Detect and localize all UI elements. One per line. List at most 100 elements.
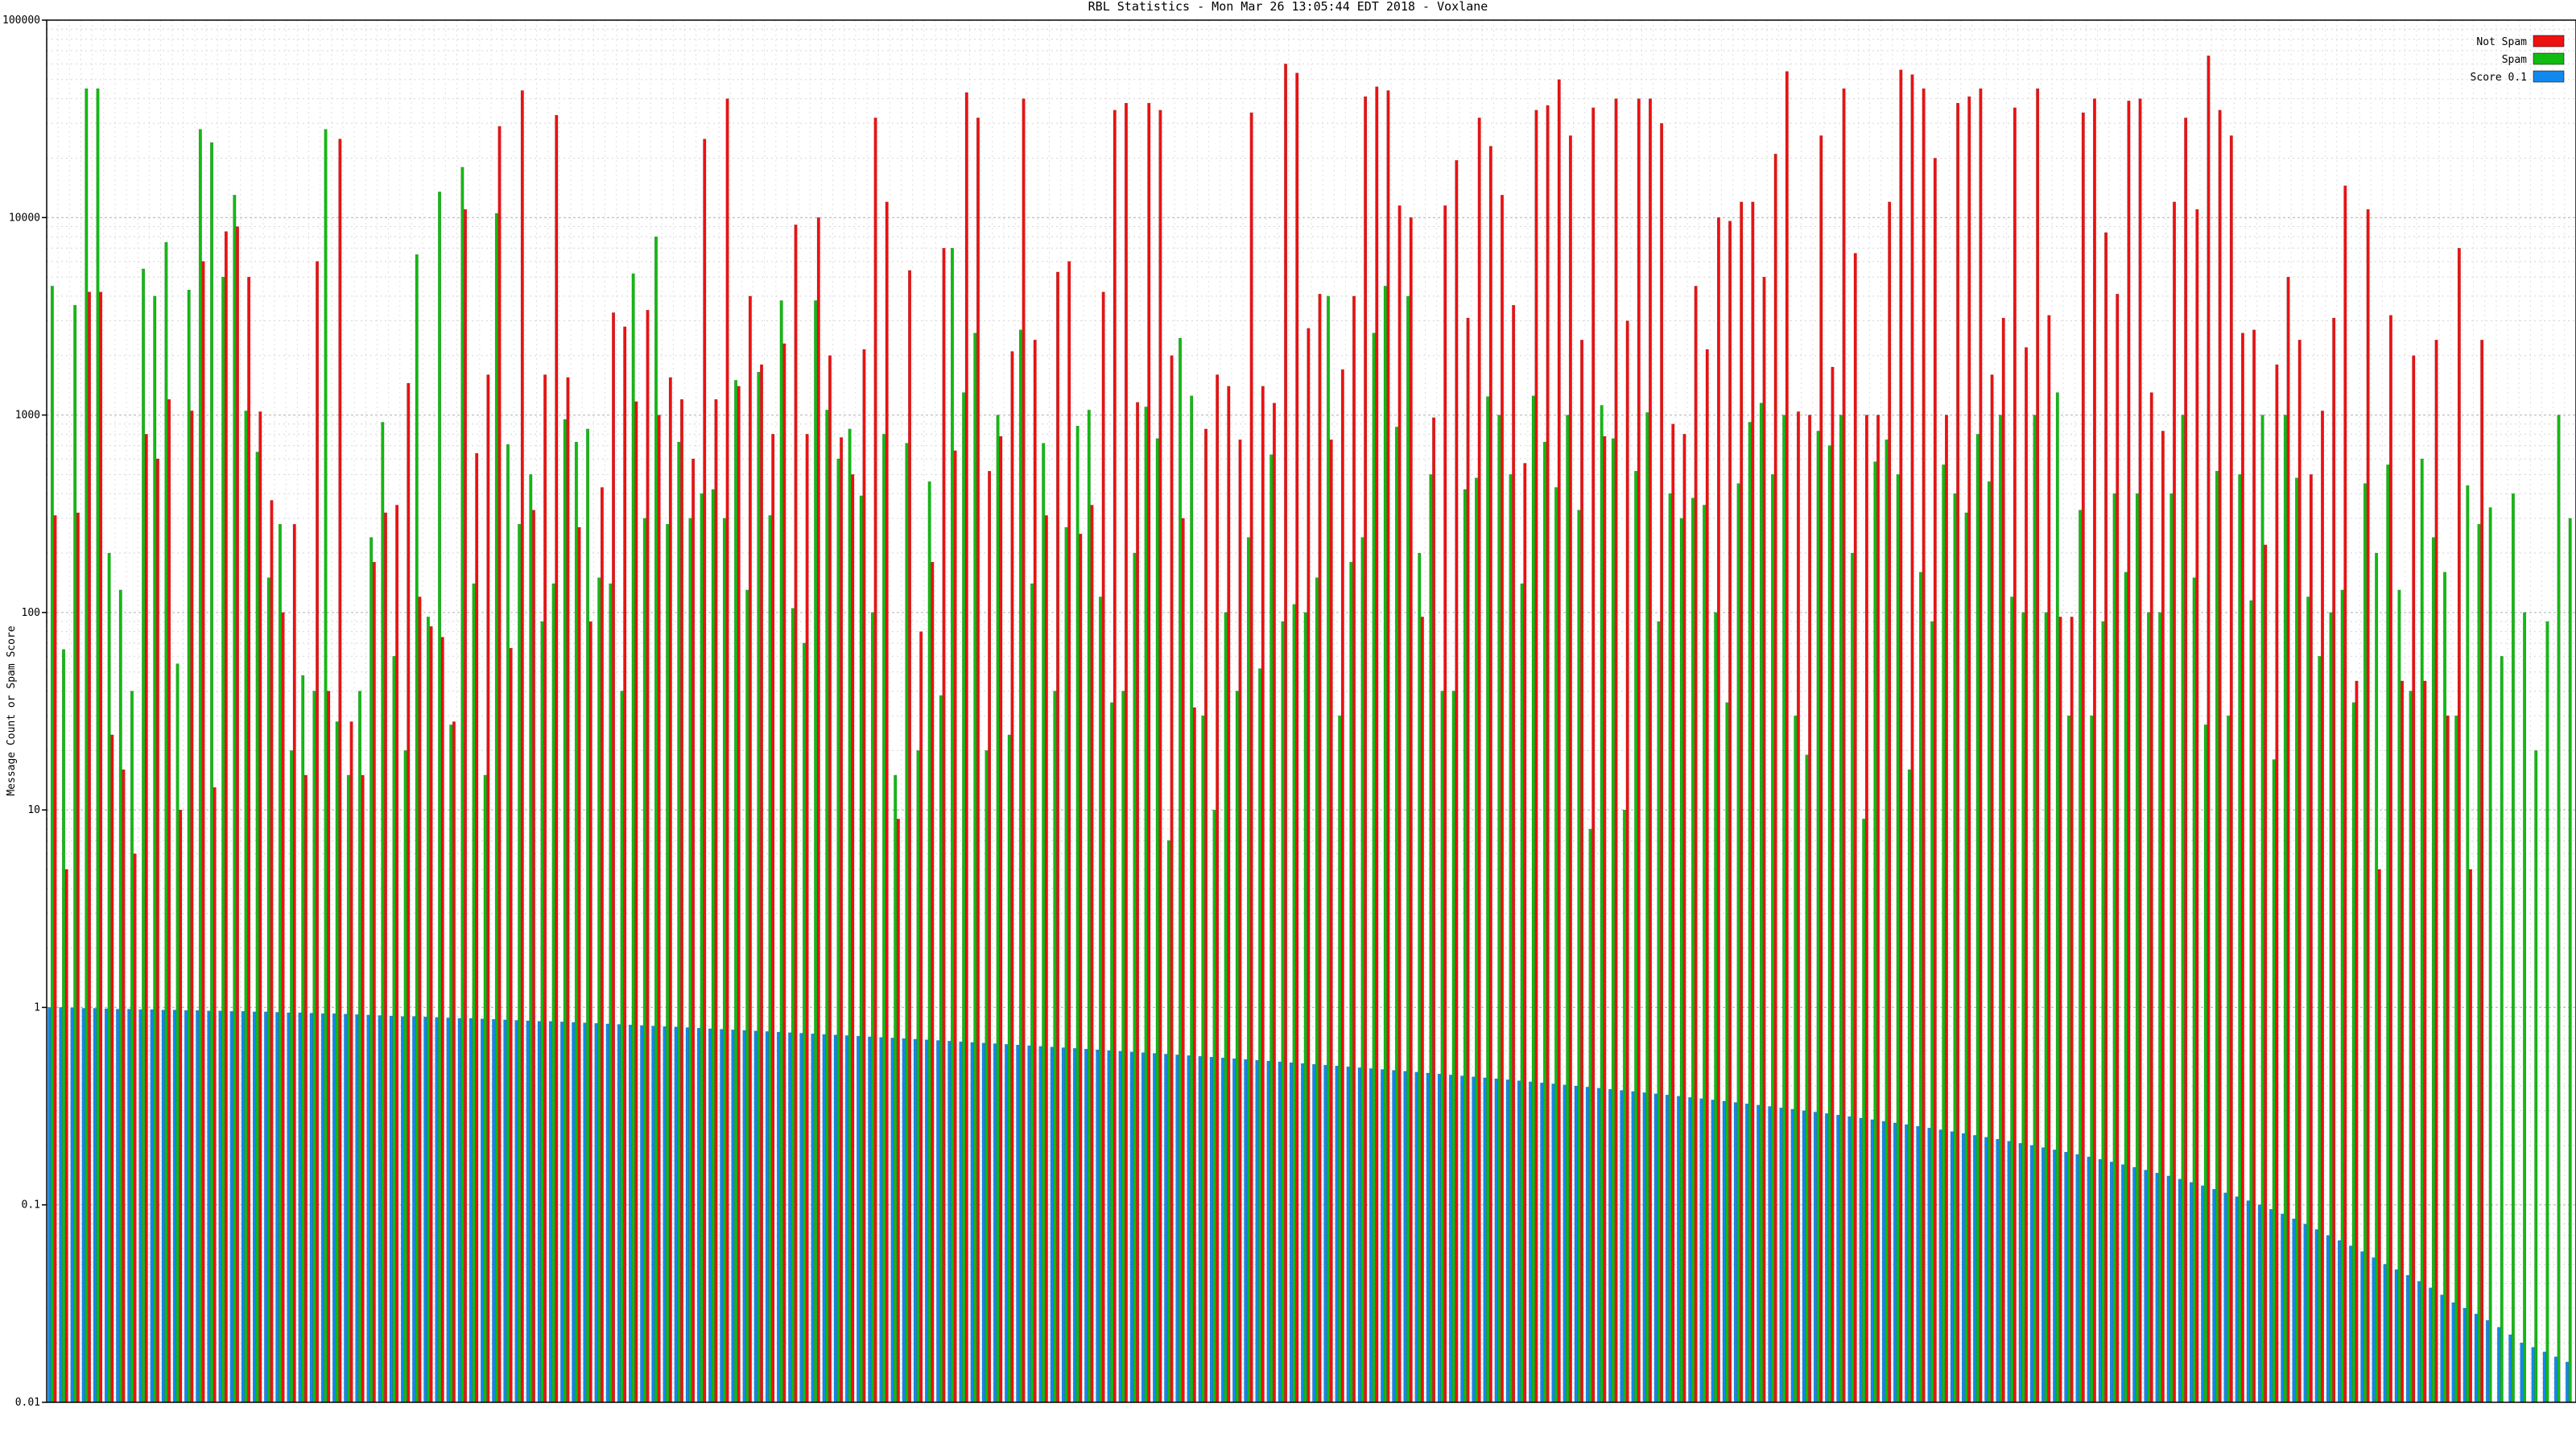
- bar-spam: [403, 750, 407, 1403]
- bar-spam: [1064, 526, 1068, 1403]
- bar-score: [252, 1011, 256, 1403]
- legend: Not Spam Spam Score 0.1: [2471, 35, 2565, 84]
- bar-spam: [1451, 691, 1455, 1403]
- bar-spam: [791, 608, 795, 1403]
- bar-spam: [1964, 512, 1968, 1403]
- bar-not-spam: [2081, 112, 2085, 1403]
- bar-score: [2292, 1218, 2296, 1403]
- bar-not-spam: [201, 261, 205, 1403]
- bar-score: [2144, 1170, 2148, 1403]
- bar-spam: [620, 691, 624, 1403]
- bar-score: [1175, 1055, 1179, 1403]
- legend-swatch: [2533, 70, 2565, 83]
- bar-not-spam: [1956, 102, 1960, 1403]
- bar-not-spam: [281, 612, 285, 1403]
- bar-spam: [2249, 600, 2253, 1403]
- bar-not-spam: [2025, 347, 2029, 1403]
- bar-score: [309, 1013, 313, 1403]
- bar-score: [1118, 1051, 1122, 1403]
- bar-score: [1301, 1063, 1305, 1403]
- bar-score: [799, 1033, 803, 1403]
- bar-score: [275, 1012, 279, 1403]
- bar-score: [2053, 1150, 2057, 1403]
- bar-not-spam: [2218, 109, 2222, 1403]
- bar-not-spam: [1808, 415, 1812, 1403]
- bar-score: [1323, 1064, 1327, 1403]
- legend-swatch: [2533, 35, 2565, 47]
- bar-not-spam: [1922, 88, 1926, 1403]
- bar-score: [172, 1009, 176, 1403]
- bar-spam: [825, 410, 829, 1403]
- bar-not-spam: [2252, 329, 2256, 1403]
- bar-not-spam: [657, 415, 661, 1403]
- bar-score: [1038, 1046, 1042, 1403]
- bar-not-spam: [2366, 208, 2370, 1403]
- bar-not-spam: [1238, 440, 1242, 1403]
- bar-score: [2190, 1182, 2193, 1403]
- bar-spam: [1303, 612, 1307, 1403]
- bar-spam: [1759, 402, 1763, 1403]
- bar-score: [344, 1013, 348, 1403]
- bar-spam: [2010, 597, 2014, 1403]
- bar-not-spam: [2047, 315, 2051, 1403]
- bar-not-spam: [53, 515, 57, 1403]
- bar-not-spam: [714, 398, 718, 1403]
- bar-spam: [301, 675, 305, 1403]
- bar-spam: [631, 273, 635, 1403]
- bar-not-spam: [2195, 208, 2199, 1403]
- bar-spam: [2090, 715, 2094, 1403]
- bar-score: [1984, 1137, 1988, 1403]
- bar-spam: [1042, 443, 1046, 1403]
- bar-score: [47, 1007, 52, 1403]
- bar-not-spam: [1899, 69, 1903, 1403]
- bar-not-spam: [1660, 123, 1664, 1403]
- bar-score: [765, 1031, 769, 1403]
- bar-not-spam: [1728, 221, 1732, 1403]
- bar-spam: [1987, 481, 1991, 1403]
- bar-score: [1802, 1110, 1806, 1403]
- bar-spam: [2306, 597, 2310, 1403]
- bar-not-spam: [1432, 417, 1436, 1403]
- bar-not-spam: [1773, 154, 1777, 1403]
- bar-score: [2246, 1200, 2250, 1403]
- bar-score: [1061, 1047, 1065, 1403]
- bar-score: [332, 1013, 336, 1403]
- bar-score: [1357, 1067, 1361, 1403]
- bar-score: [696, 1028, 700, 1403]
- bar-not-spam: [2297, 340, 2301, 1403]
- bar-not-spam: [1329, 440, 1333, 1403]
- bar-score: [640, 1025, 644, 1403]
- bar-not-spam: [1261, 386, 1265, 1403]
- bar-not-spam: [1455, 159, 1459, 1403]
- bar-not-spam: [760, 364, 764, 1403]
- bar-not-spam: [1523, 463, 1527, 1403]
- bar-score: [446, 1018, 450, 1403]
- bar-not-spam: [1033, 340, 1037, 1403]
- bar-not-spam: [1831, 366, 1835, 1403]
- bar-spam: [1531, 395, 1535, 1403]
- bar-spam: [996, 415, 1000, 1403]
- bar-score: [1608, 1088, 1612, 1403]
- y-tick-label: 10: [27, 804, 40, 816]
- bar-not-spam: [1113, 109, 1117, 1403]
- bar-score: [1414, 1071, 1418, 1403]
- bar-not-spam: [99, 291, 103, 1403]
- bar-score: [2075, 1154, 2079, 1403]
- bar-score: [548, 1021, 552, 1403]
- bar-not-spam: [497, 126, 502, 1403]
- bar-not-spam: [2058, 617, 2062, 1403]
- plot-frame: [46, 19, 2576, 1403]
- bar-score: [1426, 1072, 1430, 1403]
- bar-spam: [96, 88, 100, 1403]
- bar-score: [2007, 1141, 2011, 1403]
- bar-score: [1836, 1114, 1840, 1403]
- bar-score: [526, 1020, 530, 1403]
- bar-spam: [335, 721, 339, 1403]
- bar-score: [537, 1021, 541, 1403]
- bar-score: [1529, 1081, 1533, 1403]
- bar-not-spam: [1170, 355, 1174, 1403]
- bar-score: [2383, 1264, 2387, 1403]
- bar-score: [1232, 1058, 1236, 1403]
- bar-spam: [1360, 537, 1364, 1403]
- bar-spam: [2318, 656, 2322, 1403]
